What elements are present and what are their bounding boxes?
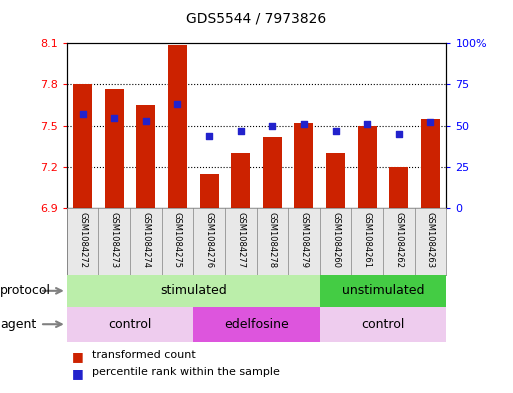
Point <box>426 119 435 126</box>
Point <box>110 114 118 121</box>
Text: GSM1084279: GSM1084279 <box>300 212 308 268</box>
Text: unstimulated: unstimulated <box>342 284 424 298</box>
Text: GSM1084277: GSM1084277 <box>236 212 245 268</box>
Text: ■: ■ <box>72 350 84 363</box>
Point <box>142 118 150 124</box>
Bar <box>389 167 408 208</box>
Point <box>205 132 213 139</box>
Text: percentile rank within the sample: percentile rank within the sample <box>92 367 280 377</box>
Point <box>173 101 182 107</box>
Bar <box>136 105 155 208</box>
Point <box>331 128 340 134</box>
Text: agent: agent <box>0 318 36 331</box>
Text: GSM1084263: GSM1084263 <box>426 212 435 268</box>
Text: GSM1084272: GSM1084272 <box>78 212 87 268</box>
Text: ■: ■ <box>72 367 84 380</box>
Text: edelfosine: edelfosine <box>224 318 289 331</box>
Text: GSM1084260: GSM1084260 <box>331 212 340 268</box>
Text: GSM1084278: GSM1084278 <box>268 212 277 268</box>
Bar <box>193 307 320 342</box>
Bar <box>358 126 377 208</box>
Text: GSM1084274: GSM1084274 <box>141 212 150 268</box>
Bar <box>105 89 124 208</box>
Point <box>300 121 308 127</box>
Bar <box>326 153 345 208</box>
Text: control: control <box>361 318 405 331</box>
Bar <box>67 307 193 342</box>
Bar <box>168 45 187 208</box>
Text: stimulated: stimulated <box>160 284 227 298</box>
Text: GSM1084276: GSM1084276 <box>205 212 213 268</box>
Bar <box>67 275 320 307</box>
Bar <box>200 174 219 208</box>
Point <box>236 128 245 134</box>
Bar <box>421 119 440 208</box>
Text: GSM1084275: GSM1084275 <box>173 212 182 268</box>
Bar <box>320 307 446 342</box>
Text: GSM1084273: GSM1084273 <box>110 212 119 268</box>
Bar <box>320 275 446 307</box>
Text: GSM1084262: GSM1084262 <box>394 212 403 268</box>
Text: control: control <box>108 318 152 331</box>
Point <box>268 123 277 129</box>
Bar <box>231 153 250 208</box>
Text: transformed count: transformed count <box>92 350 196 360</box>
Text: protocol: protocol <box>0 284 51 298</box>
Point <box>363 121 371 127</box>
Bar <box>294 123 313 208</box>
Point <box>78 111 87 118</box>
Point <box>394 131 403 137</box>
Text: GSM1084261: GSM1084261 <box>363 212 372 268</box>
Bar <box>73 84 92 208</box>
Text: GDS5544 / 7973826: GDS5544 / 7973826 <box>186 12 327 26</box>
Bar <box>263 137 282 208</box>
